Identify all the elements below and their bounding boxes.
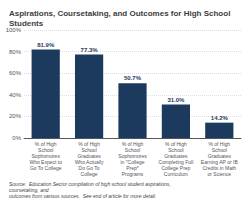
svg-text:Earning AP or IB: Earning AP or IB [200,159,238,165]
svg-text:or Science: or Science [207,171,231,177]
svg-text:% of High: % of High [78,141,100,147]
svg-text:% of High: % of High [208,141,231,147]
svg-text:% of High: % of High [34,141,57,147]
svg-text:81.9%: 81.9% [37,42,55,48]
svg-text:0%: 0% [12,135,21,141]
svg-text:School: School [168,147,184,153]
svg-text:College: College [81,171,98,177]
svg-text:Who Expect to: Who Expect to [29,159,62,165]
svg-text:77.3%: 77.3% [81,47,99,53]
svg-text:School: School [124,147,141,153]
svg-text:60%: 60% [9,70,22,76]
svg-text:Completing Full: Completing Full [158,159,194,165]
svg-text:Curriculum: Curriculum [164,171,188,177]
svg-text:Graduates: Graduates [207,153,231,159]
svg-text:Graduates: Graduates [164,153,188,159]
svg-text:% of High: % of High [121,141,144,147]
svg-text:Source: Education Sector compi: Source: Education Sector compilation of … [9,181,173,187]
svg-text:College Prep: College Prep [161,165,191,171]
svg-text:coursetaking, and: coursetaking, and [9,187,49,193]
svg-text:in "College: in "College [120,159,145,165]
svg-text:School: School [81,147,97,153]
svg-text:Sophomores: Sophomores [118,153,147,159]
svg-text:100%: 100% [6,27,22,33]
svg-text:50.7%: 50.7% [124,75,142,81]
svg-text:School: School [211,147,227,153]
svg-text:Do Go To: Do Go To [78,165,100,171]
svg-text:Credits in Math: Credits in Math [202,165,237,171]
svg-text:Graduates: Graduates [77,153,101,159]
svg-text:Students: Students [9,19,44,28]
svg-text:31.0%: 31.0% [167,97,185,103]
svg-text:School: School [38,147,54,153]
svg-text:40%: 40% [9,92,22,98]
svg-text:Aspirations, Coursetaking, and: Aspirations, Coursetaking, and Outcomes … [9,9,233,18]
svg-text:14.2%: 14.2% [211,115,229,121]
svg-text:Programs: Programs [122,171,144,177]
svg-text:% of High: % of High [165,141,187,147]
svg-text:outcomes from various sources.: outcomes from various sources. See end o… [9,193,156,199]
svg-text:Who Actually: Who Actually [74,159,104,165]
svg-text:Prep*: Prep* [126,165,139,171]
svg-text:Sophomores: Sophomores [31,153,60,159]
svg-text:80%: 80% [9,49,22,55]
svg-text:20%: 20% [9,113,22,119]
svg-text:Go To College: Go To College [30,165,62,171]
